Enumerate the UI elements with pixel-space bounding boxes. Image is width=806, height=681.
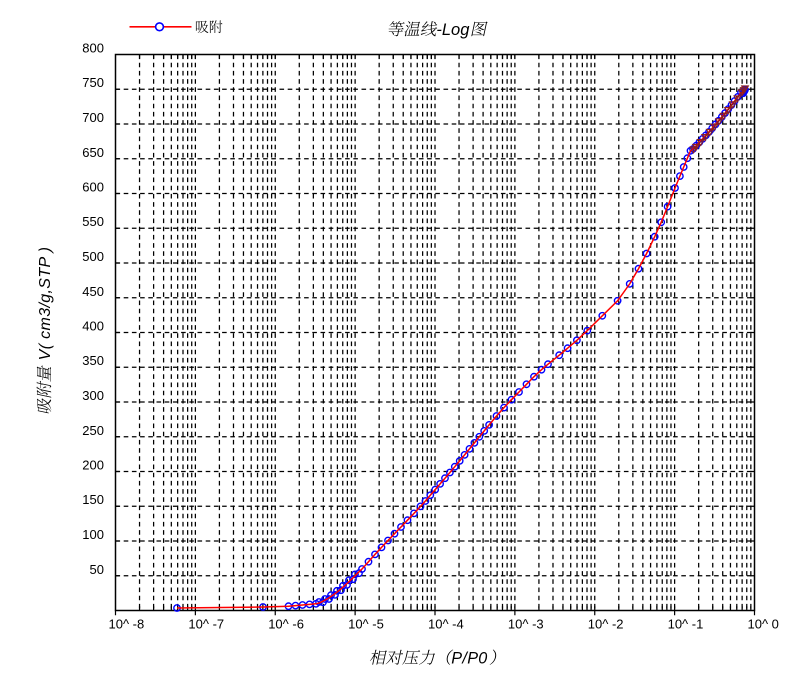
svg-text:10^ -5: 10^ -5 xyxy=(348,617,384,632)
svg-text:500: 500 xyxy=(82,249,104,264)
svg-text:10^ -8: 10^ -8 xyxy=(109,617,145,632)
svg-text:100: 100 xyxy=(82,527,104,542)
svg-text:550: 550 xyxy=(82,214,104,229)
svg-text:V( cm3/g,STP ): V( cm3/g,STP ) xyxy=(37,247,54,361)
svg-text:10^ -6: 10^ -6 xyxy=(268,617,304,632)
svg-text:800: 800 xyxy=(82,41,104,56)
svg-text:-Log: -Log xyxy=(436,21,470,39)
svg-text:50: 50 xyxy=(90,562,104,577)
svg-text:650: 650 xyxy=(82,145,104,160)
svg-text:300: 300 xyxy=(82,388,104,403)
svg-text:150: 150 xyxy=(82,492,104,507)
svg-text:P/P0: P/P0 xyxy=(451,650,487,668)
svg-text:750: 750 xyxy=(82,75,104,90)
svg-text:10^ -3: 10^ -3 xyxy=(508,617,544,632)
svg-text:600: 600 xyxy=(82,180,104,195)
svg-text:700: 700 xyxy=(82,110,104,125)
svg-text:350: 350 xyxy=(82,353,104,368)
svg-text:450: 450 xyxy=(82,284,104,299)
svg-text:10^ 0: 10^ 0 xyxy=(748,617,779,632)
svg-text:10^ -1: 10^ -1 xyxy=(668,617,704,632)
svg-text:250: 250 xyxy=(82,423,104,438)
svg-text:200: 200 xyxy=(82,458,104,473)
svg-text:10^ -4: 10^ -4 xyxy=(428,617,464,632)
svg-text:10^ -7: 10^ -7 xyxy=(188,617,224,632)
svg-text:10^ -2: 10^ -2 xyxy=(588,617,624,632)
svg-text:400: 400 xyxy=(82,319,104,334)
